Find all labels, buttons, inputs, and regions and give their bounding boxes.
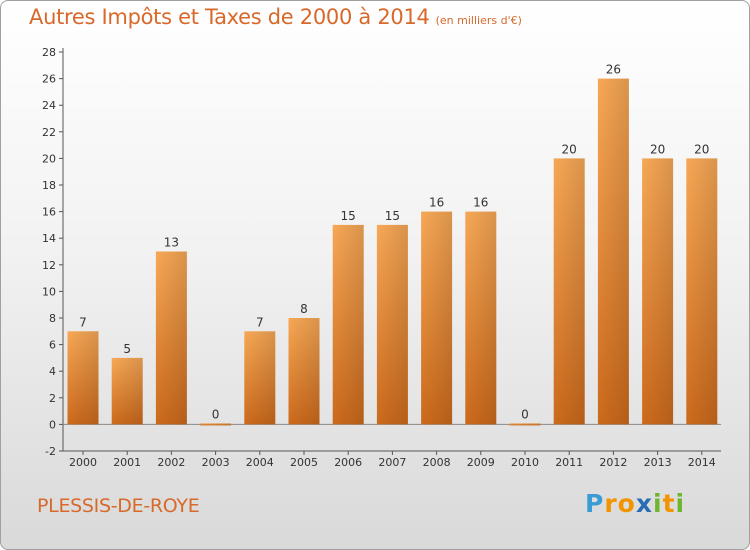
y-tick-label: 6 — [49, 339, 56, 352]
y-tick-label: 0 — [49, 418, 56, 431]
y-tick-label: 12 — [42, 259, 56, 272]
y-tick-label: 2 — [49, 392, 56, 405]
bar-shade — [332, 224, 364, 425]
y-tick-label: 22 — [42, 126, 56, 139]
bar-shade — [376, 224, 408, 425]
bar-shade — [200, 423, 232, 426]
bar-2006 — [332, 224, 364, 425]
bar-2004 — [244, 331, 276, 425]
bar-2000 — [67, 331, 99, 425]
logo-letter: i — [653, 489, 663, 518]
bar-2013 — [642, 158, 674, 425]
bar-2010 — [509, 423, 541, 426]
y-tick-label: 8 — [49, 312, 56, 325]
data-label: 5 — [123, 342, 131, 356]
x-tick-label: 2001 — [113, 456, 141, 469]
chart-subtitle: (en milliers d'€) — [435, 14, 522, 27]
commune-name: PLESSIS-DE-ROYE — [37, 495, 200, 517]
bar-2007 — [376, 224, 408, 425]
x-tick-label: 2006 — [334, 456, 362, 469]
logo-letter: t — [662, 489, 676, 518]
y-tick-label: 28 — [42, 46, 56, 59]
bar-2011 — [553, 158, 585, 425]
bar-2001 — [111, 357, 143, 425]
data-label: 13 — [164, 236, 179, 250]
proxiti-logo: Proxiti — [585, 489, 685, 518]
x-tick-label: 2002 — [157, 456, 185, 469]
x-tick-label: 2013 — [644, 456, 672, 469]
y-tick-label: -2 — [45, 445, 56, 458]
x-tick-label: 2000 — [69, 456, 97, 469]
bar-shade — [686, 158, 718, 425]
y-tick-label: 10 — [42, 285, 56, 298]
logo-letter: r — [604, 489, 618, 518]
data-label: 15 — [341, 209, 356, 223]
logo-letter: o — [617, 489, 636, 518]
y-tick-label: 26 — [42, 73, 56, 86]
data-label: 16 — [473, 196, 488, 210]
bars — [67, 78, 718, 426]
x-tick-label: 2004 — [246, 456, 274, 469]
data-label: 16 — [429, 196, 444, 210]
bar-shade — [155, 251, 187, 425]
bar-2003 — [200, 423, 232, 426]
bar-2008 — [421, 211, 453, 425]
y-tick-label: 14 — [42, 232, 56, 245]
data-label: 20 — [694, 142, 709, 156]
value-labels: 7 5 13 0 7 8 15 15 16 16 0 20 26 20 20 — [79, 63, 709, 422]
bar-shade — [465, 211, 497, 425]
data-label: 0 — [212, 407, 220, 421]
x-tick-label: 2008 — [423, 456, 451, 469]
x-tick-label: 2012 — [599, 456, 627, 469]
bar-2012 — [597, 78, 629, 425]
x-tick-label: 2009 — [467, 456, 495, 469]
y-tick-label: 20 — [42, 152, 56, 165]
y-tick-label: 24 — [42, 99, 56, 112]
logo-letter: x — [635, 489, 653, 518]
data-label: 20 — [562, 142, 577, 156]
x-tick-label: 2010 — [511, 456, 539, 469]
bar-2009 — [465, 211, 497, 425]
y-tick-label: 18 — [42, 179, 56, 192]
x-tick-label: 2014 — [688, 456, 716, 469]
chart-title: Autres Impôts et Taxes de 2000 à 2014 — [29, 5, 430, 29]
bar-shade — [553, 158, 585, 425]
data-label: 8 — [300, 302, 308, 316]
bar-shade — [111, 357, 143, 425]
bar-2014 — [686, 158, 718, 425]
bar-shade — [642, 158, 674, 425]
bar-2005 — [288, 318, 320, 425]
data-label: 0 — [521, 407, 529, 421]
logo-letter: i — [675, 489, 686, 518]
y-tick-label: 16 — [42, 206, 56, 219]
logo-letter: P — [585, 489, 605, 518]
bar-shade — [288, 318, 320, 425]
x-tick-label: 2011 — [555, 456, 583, 469]
x-tick-label: 2007 — [378, 456, 406, 469]
bar-shade — [597, 78, 629, 425]
y-tick-label: 4 — [49, 365, 56, 378]
bar-shade — [509, 423, 541, 426]
data-label: 7 — [256, 315, 264, 329]
data-label: 15 — [385, 209, 400, 223]
bar-shade — [421, 211, 453, 425]
bar-shade — [244, 331, 276, 425]
data-label: 20 — [650, 142, 665, 156]
bar-2002 — [155, 251, 187, 425]
bar-shade — [67, 331, 99, 425]
x-tick-label: 2005 — [290, 456, 318, 469]
chart-title-block: Autres Impôts et Taxes de 2000 à 2014 (en… — [29, 5, 522, 29]
x-tick-label: 2003 — [202, 456, 230, 469]
data-label: 7 — [79, 315, 87, 329]
data-label: 26 — [606, 63, 621, 77]
